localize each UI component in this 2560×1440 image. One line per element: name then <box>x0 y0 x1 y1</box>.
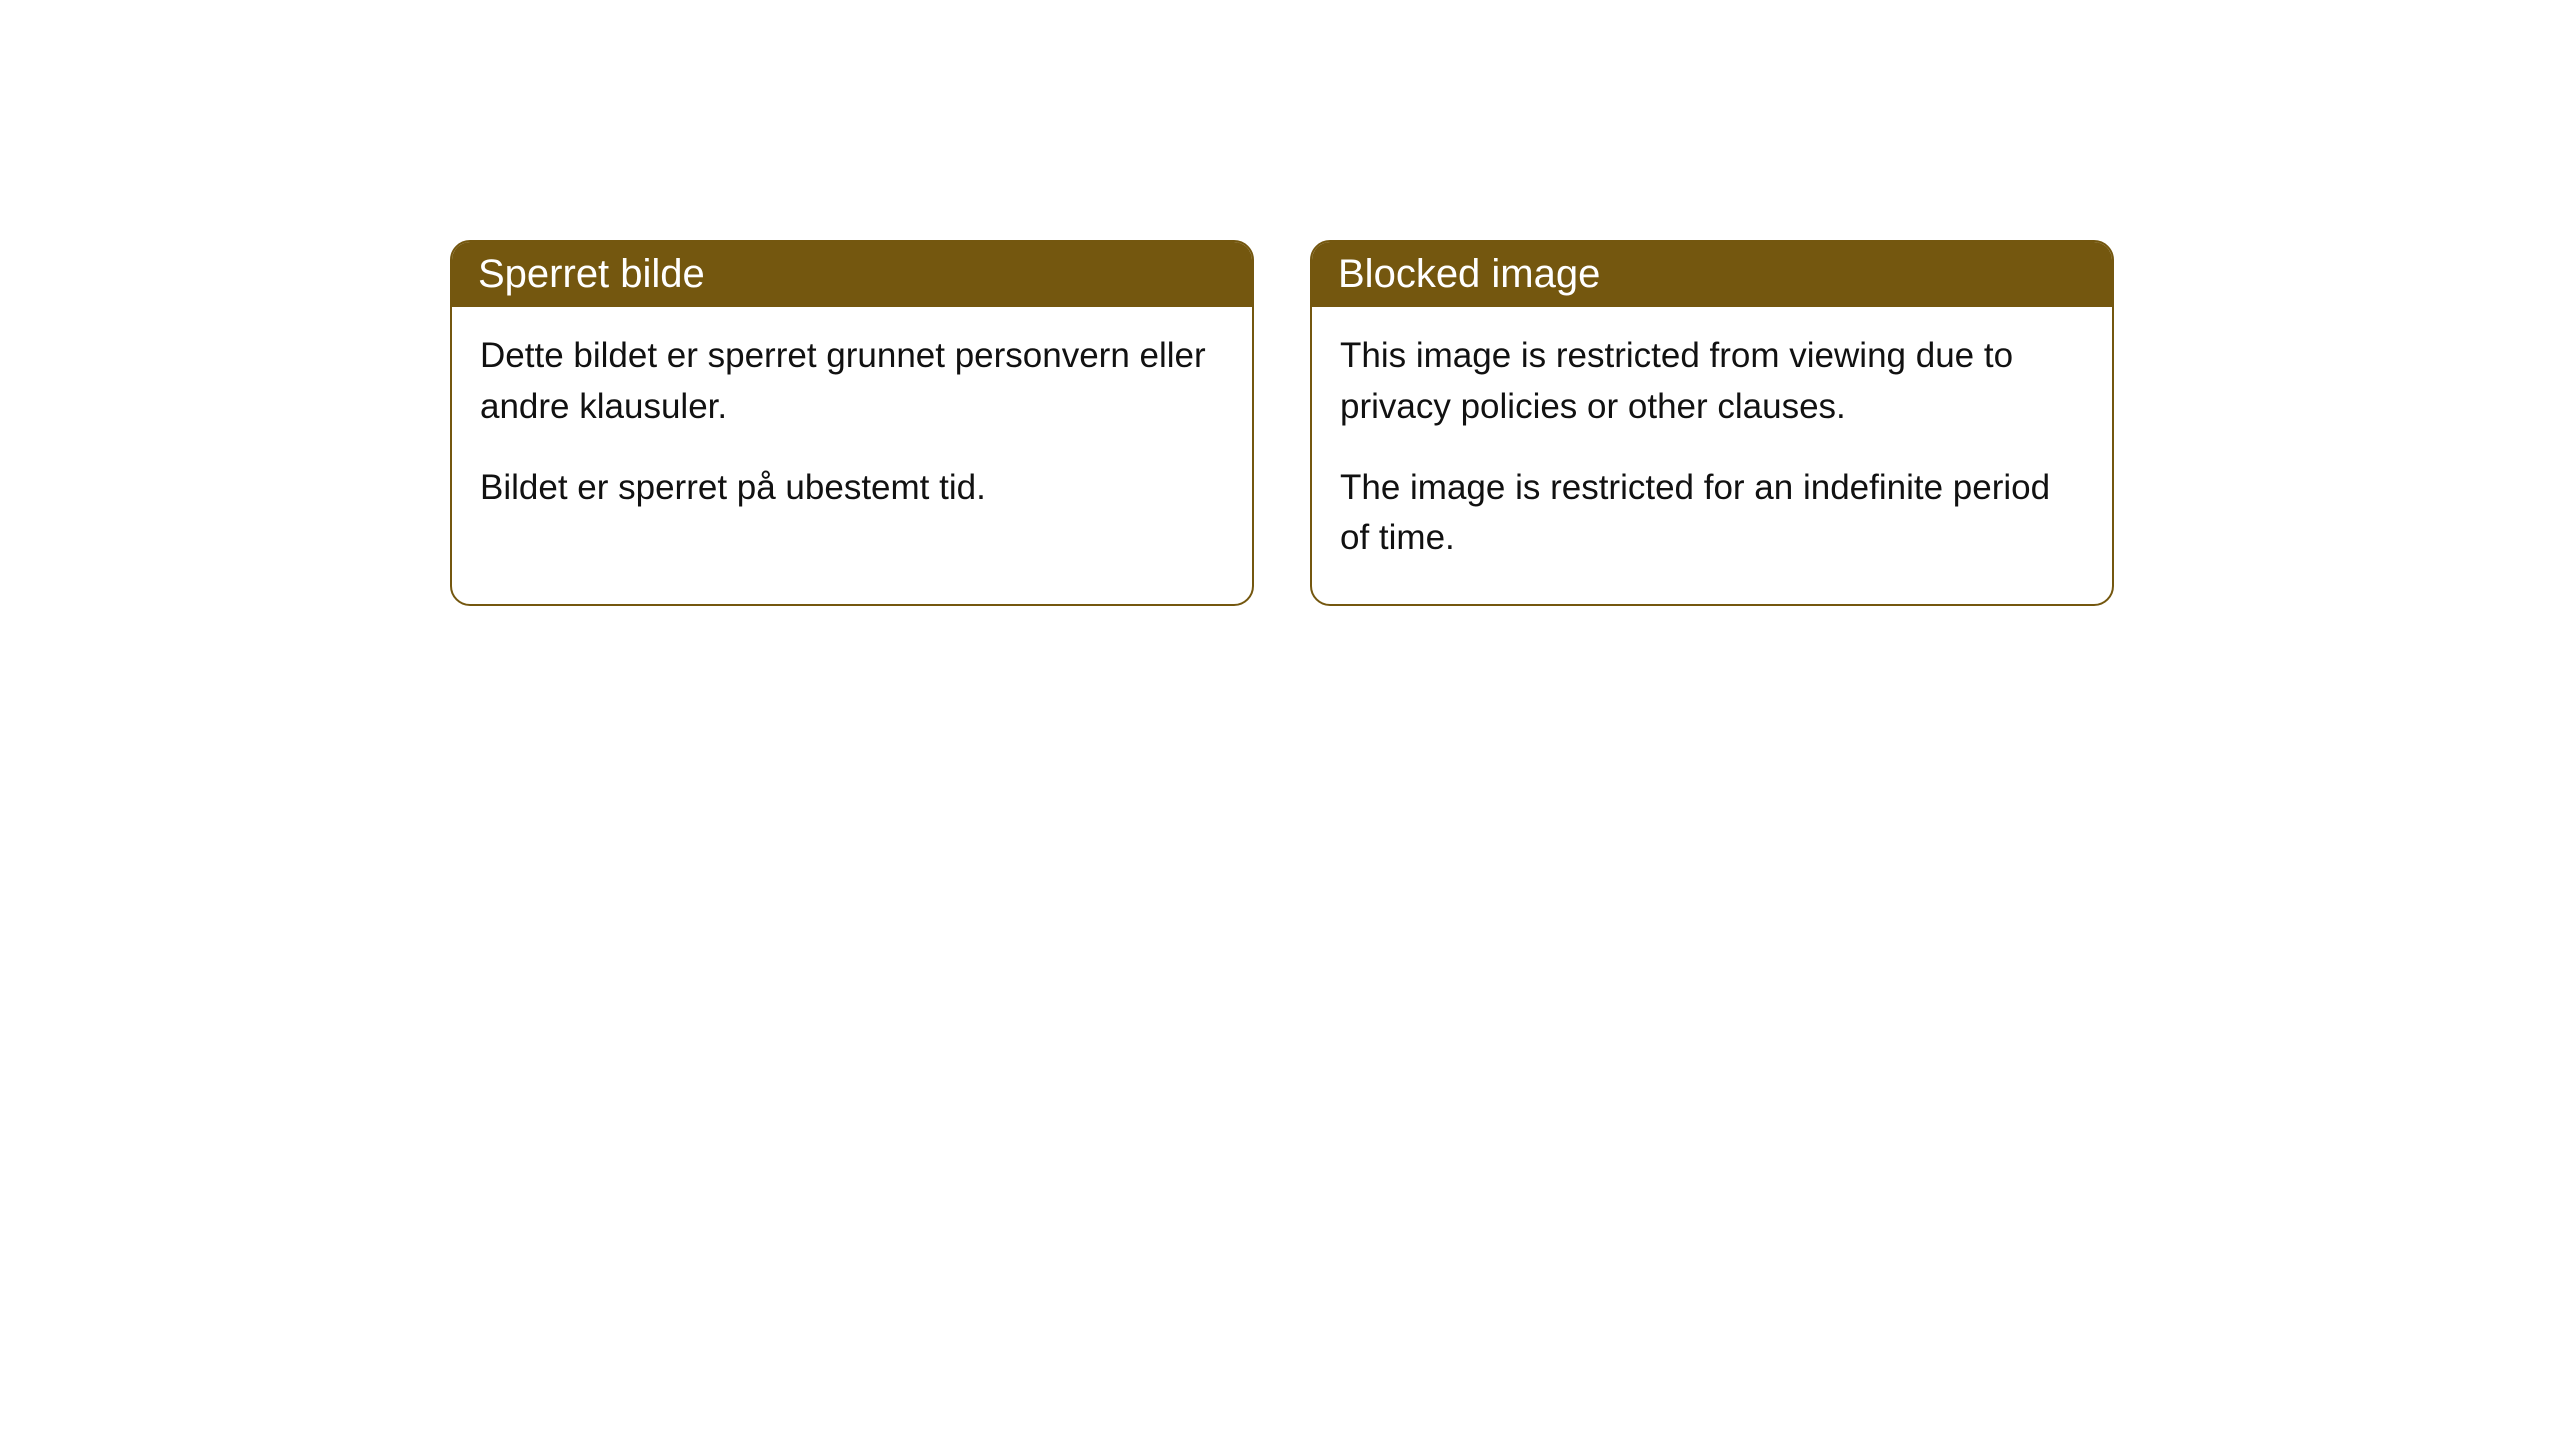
card-paragraph: Bildet er sperret på ubestemt tid. <box>480 463 1224 514</box>
notice-container: Sperret bilde Dette bildet er sperret gr… <box>0 0 2560 606</box>
card-title: Sperret bilde <box>478 252 705 296</box>
card-body: This image is restricted from viewing du… <box>1312 307 2112 604</box>
card-paragraph: The image is restricted for an indefinit… <box>1340 463 2084 565</box>
card-header: Blocked image <box>1312 242 2112 307</box>
notice-card-english: Blocked image This image is restricted f… <box>1310 240 2114 606</box>
notice-card-norwegian: Sperret bilde Dette bildet er sperret gr… <box>450 240 1254 606</box>
card-header: Sperret bilde <box>452 242 1252 307</box>
card-body: Dette bildet er sperret grunnet personve… <box>452 307 1252 553</box>
card-paragraph: Dette bildet er sperret grunnet personve… <box>480 331 1224 433</box>
card-title: Blocked image <box>1338 252 1600 296</box>
card-paragraph: This image is restricted from viewing du… <box>1340 331 2084 433</box>
